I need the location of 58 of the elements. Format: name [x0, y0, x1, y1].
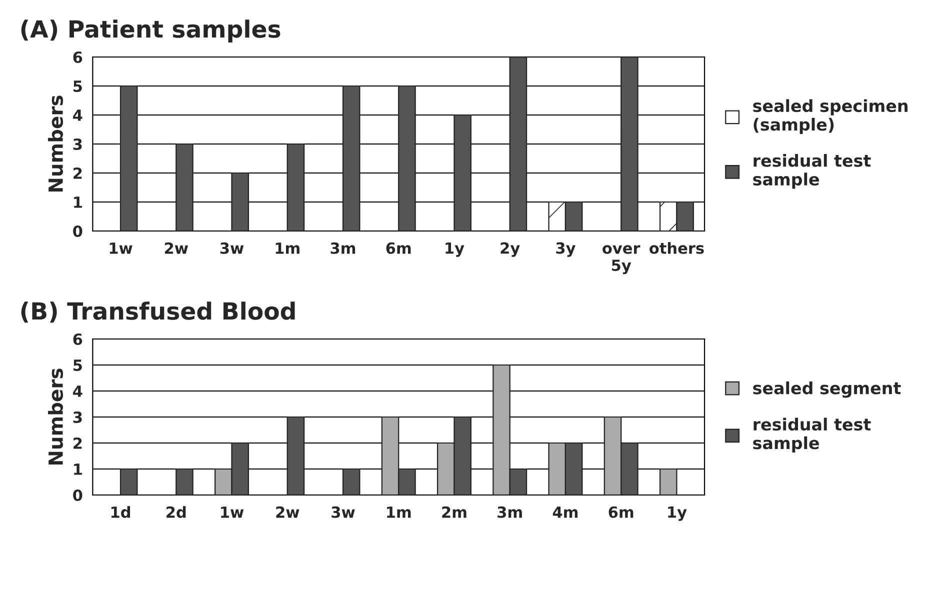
y-tick-label: 3	[73, 411, 82, 424]
y-tick-label: 6	[73, 51, 82, 64]
y-tick-label: 0	[73, 489, 82, 502]
bar	[398, 85, 416, 231]
y-tick-label: 6	[73, 333, 82, 346]
x-tick-label: 1d	[111, 506, 130, 518]
y-tick-label: 2	[74, 437, 82, 449]
x-tick-label: others	[650, 242, 704, 254]
chart-title: (B) Transfused Blood	[21, 302, 295, 323]
x-tick-label: 1w	[221, 506, 244, 518]
y-tick-label: 5	[74, 360, 82, 372]
x-tick-label: 3w	[220, 242, 244, 254]
bar	[620, 57, 638, 231]
y-tick-label: 5	[74, 80, 82, 92]
legend-label: sealed segment	[753, 381, 901, 398]
bar	[342, 468, 360, 495]
x-tick-label: 2d	[166, 506, 186, 518]
legend-label: residual test sample	[753, 418, 871, 453]
bar	[176, 468, 194, 495]
y-tick-label: 2	[74, 167, 82, 179]
chart-title: (A) Patient samples	[21, 20, 280, 42]
bar	[454, 114, 472, 231]
x-tick-label: 1y	[668, 506, 687, 521]
y-axis-title: Numbers	[48, 368, 64, 465]
bar	[286, 143, 305, 231]
bar	[120, 85, 138, 231]
x-tick-label: 2y	[500, 242, 520, 257]
bar	[342, 85, 360, 231]
x-tick-label: 2m	[442, 506, 466, 518]
y-tick-label: 0	[73, 225, 82, 238]
bar	[659, 468, 678, 495]
x-tick-label: 3m	[498, 506, 522, 518]
x-tick-label: 1m	[387, 506, 411, 518]
legend-label: residual test sample	[753, 154, 871, 189]
x-tick-label: 2w	[276, 506, 300, 518]
x-tick-label: 1m	[276, 242, 300, 254]
x-tick-label: 4m	[552, 506, 578, 518]
y-tick-label: 1	[74, 464, 82, 475]
x-tick-label: 2w	[164, 242, 188, 254]
legend-label: sealed specimen (sample)	[753, 99, 908, 134]
x-tick-label: 1y	[446, 242, 464, 257]
y-tick-label: 1	[74, 196, 82, 208]
y-tick-label: 4	[73, 386, 82, 397]
bar	[120, 468, 138, 495]
bar	[286, 416, 305, 495]
x-tick-label: 1w	[110, 242, 132, 254]
x-tick-label: 3w	[332, 506, 355, 518]
bar	[231, 172, 249, 231]
bar	[176, 143, 194, 231]
x-tick-label: 3m	[330, 242, 356, 254]
x-tick-label: 6m	[608, 506, 634, 518]
x-tick-label: 6m	[386, 242, 411, 254]
bar	[509, 57, 528, 231]
y-tick-label: 4	[73, 110, 82, 121]
y-tick-label: 3	[73, 138, 82, 150]
x-tick-label: over 5y	[602, 245, 640, 274]
y-axis-title: Numbers	[48, 96, 64, 192]
x-tick-label: 3y	[556, 242, 576, 257]
